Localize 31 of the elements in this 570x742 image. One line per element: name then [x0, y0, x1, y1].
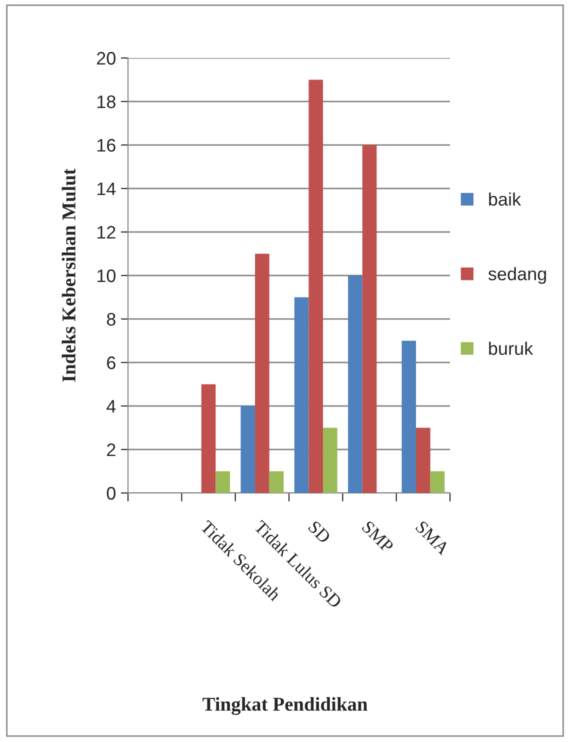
- bar: [402, 340, 416, 493]
- bar: [430, 471, 445, 493]
- bar: [201, 384, 216, 493]
- legend-label: buruk: [489, 342, 534, 355]
- bar: [240, 406, 256, 493]
- y-tick-label: 12: [97, 226, 116, 239]
- y-tick-label: 2: [107, 443, 116, 456]
- y-tick-label: 0: [106, 486, 116, 500]
- y-tick-label: 14: [97, 182, 116, 196]
- bar: [362, 145, 377, 493]
- x-axis-title: Tingkat Pendidikan: [202, 697, 368, 715]
- y-tick-label: 20: [97, 52, 116, 65]
- bar: [294, 297, 309, 493]
- y-tick-label: 18: [97, 95, 116, 108]
- y-tick-label: 4: [106, 400, 116, 413]
- bar: [255, 254, 270, 493]
- y-tick-label: 6: [107, 356, 116, 370]
- x-tick-label: SD: [308, 520, 332, 544]
- y-tick-label: 10: [97, 269, 116, 282]
- bar: [416, 428, 430, 493]
- bar: [216, 471, 230, 493]
- bar: [308, 80, 323, 493]
- bar: [348, 276, 362, 493]
- legend-label: baik: [489, 192, 522, 206]
- y-tick-label: 8: [106, 312, 116, 326]
- legend-label: sedang: [488, 267, 546, 284]
- bar: [269, 471, 284, 493]
- y-tick-label: 16: [97, 138, 116, 152]
- x-tick-label: SMP: [361, 520, 394, 554]
- bar: [322, 428, 338, 493]
- y-axis-title: Indeks Kebersihan Mulut: [62, 168, 76, 382]
